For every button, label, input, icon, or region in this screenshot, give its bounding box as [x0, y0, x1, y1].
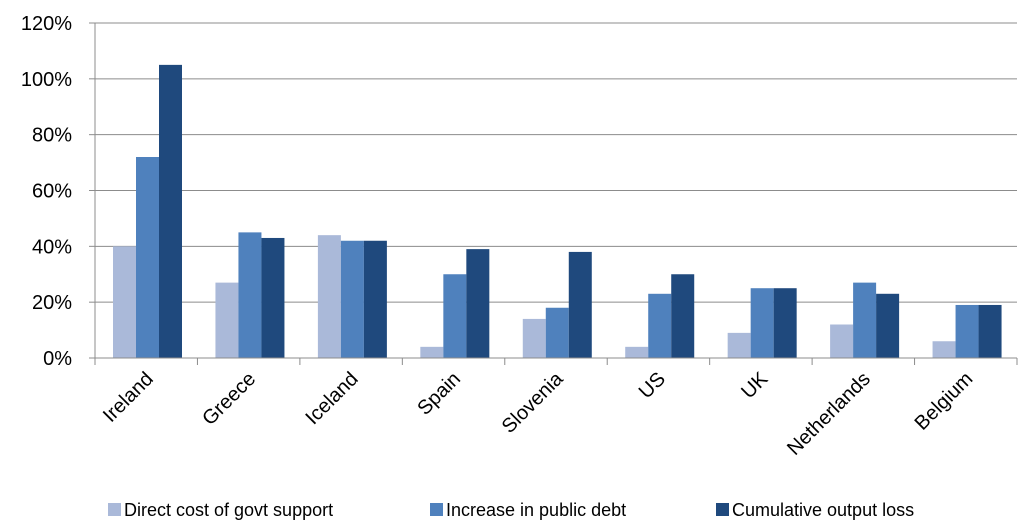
gridlines — [95, 22, 1017, 303]
x-tick-label: US — [635, 368, 670, 403]
bars — [113, 64, 1002, 358]
x-tick-label: Spain — [413, 368, 465, 420]
legend-label: Increase in public debt — [446, 500, 626, 520]
y-tick-label: 0% — [43, 348, 72, 370]
bar-us-series-3 — [671, 274, 695, 358]
legend-swatch — [108, 503, 121, 516]
bar-netherlands-series-3 — [876, 293, 900, 358]
legend-swatch — [430, 503, 443, 516]
bar-iceland-series-1 — [317, 235, 341, 358]
y-axis-ticks: 0% 20% 40% 60% 80% 100% 120% — [21, 13, 95, 370]
bar-iceland-series-3 — [363, 240, 387, 358]
legend: Direct cost of govt support Increase in p… — [108, 500, 914, 520]
y-tick-label: 40% — [32, 236, 72, 258]
bar-ireland-series-3 — [159, 64, 182, 358]
x-tick-label: Ireland — [99, 368, 158, 427]
bar-iceland-series-2 — [340, 240, 364, 358]
legend-swatch — [716, 503, 729, 516]
bar-slovenia-series-2 — [545, 307, 569, 358]
bar-ireland-series-1 — [113, 246, 136, 358]
y-tick-label: 20% — [32, 292, 72, 314]
bar-ireland-series-2 — [136, 157, 159, 358]
x-axis-ticks: Ireland Greece Iceland Spain Slovenia US UK Net… — [94, 358, 1018, 460]
x-tick-label: Belgium — [911, 368, 978, 435]
bar-spain-series-2 — [443, 274, 467, 358]
x-tick-label: Greece — [198, 368, 260, 430]
bar-netherlands-series-2 — [853, 282, 877, 358]
x-tick-label: UK — [737, 368, 773, 404]
x-tick-label: Netherlands — [783, 368, 875, 460]
bar-slovenia-series-3 — [568, 251, 592, 358]
bar-uk-series-3 — [773, 288, 797, 358]
bar-greece-series-2 — [238, 232, 262, 358]
bar-belgium-series-2 — [955, 304, 979, 358]
x-tick-label: Iceland — [301, 368, 362, 429]
x-tick-label: Slovenia — [498, 367, 568, 437]
bar-slovenia-series-1 — [522, 318, 546, 358]
bar-greece-series-1 — [215, 282, 239, 358]
legend-label: Cumulative output loss — [732, 500, 914, 520]
y-tick-label: 60% — [32, 181, 72, 203]
y-tick-label: 80% — [32, 125, 72, 147]
bar-us-series-2 — [648, 293, 672, 358]
y-tick-label: 100% — [21, 69, 72, 91]
bar-us-series-1 — [625, 346, 649, 358]
bar-spain-series-1 — [420, 346, 444, 358]
bar-belgium-series-3 — [978, 304, 1002, 358]
bar-belgium-series-1 — [932, 341, 956, 358]
bar-uk-series-2 — [750, 288, 774, 358]
bar-netherlands-series-1 — [830, 324, 854, 358]
y-tick-label: 120% — [21, 13, 72, 35]
legend-label: Direct cost of govt support — [124, 500, 333, 520]
bar-greece-series-3 — [261, 237, 285, 358]
axes — [94, 23, 1017, 359]
bar-uk-series-1 — [727, 332, 751, 358]
bar-spain-series-3 — [466, 249, 490, 358]
